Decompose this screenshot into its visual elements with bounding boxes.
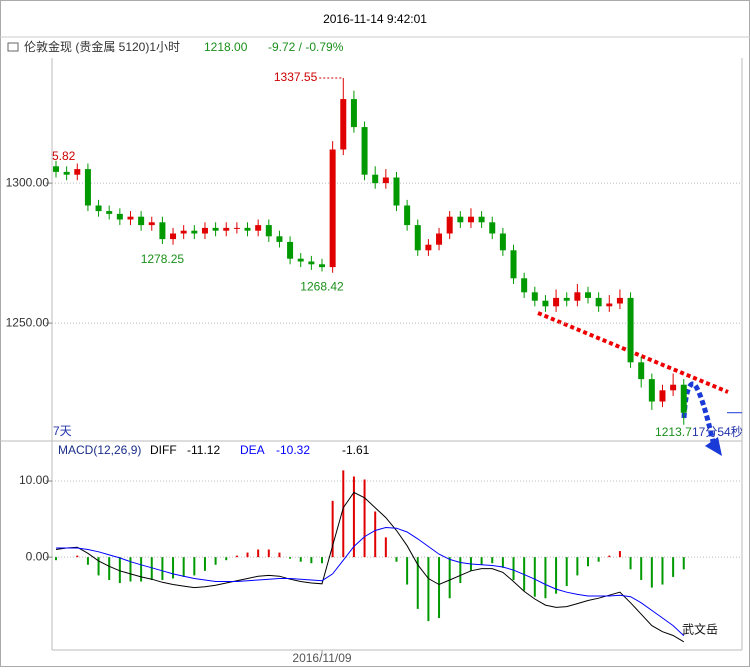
- candle-body: [638, 362, 645, 380]
- candle-body: [606, 303, 613, 307]
- macd-line: [55, 491, 685, 643]
- candle-body: [329, 149, 336, 268]
- candle-body: [95, 205, 102, 212]
- candle-body: [340, 99, 347, 150]
- candle-body: [159, 222, 166, 240]
- candle-body: [148, 222, 155, 226]
- y-tick-label: 1250.00: [6, 315, 50, 329]
- candle-body: [138, 216, 145, 226]
- trend-line: [537, 311, 729, 394]
- arrow-head: [705, 437, 722, 456]
- datetime: 2016-11-14 9:42:01: [323, 12, 427, 26]
- candle-body: [616, 297, 623, 304]
- diff-value: -11.12: [187, 443, 220, 457]
- y-tick-label: 10.00: [19, 473, 49, 487]
- candle-body: [361, 127, 368, 175]
- candle-body: [63, 171, 70, 175]
- last-price: 1218.00: [204, 40, 248, 54]
- candle-body: [680, 384, 687, 413]
- candle-body: [276, 236, 283, 242]
- candle-body: [393, 177, 400, 206]
- candle-body: [478, 216, 485, 223]
- candle-body: [659, 390, 666, 402]
- candle-body: [648, 379, 655, 402]
- price-annotation: 5.82: [52, 149, 76, 163]
- candle-body: [467, 216, 474, 223]
- icon: [7, 42, 19, 52]
- candle-body: [585, 292, 591, 298]
- candle-body: [170, 233, 177, 240]
- y-tick-label: 1300.00: [6, 175, 50, 189]
- candle-body: [414, 225, 421, 251]
- candle-body: [531, 292, 538, 301]
- candle-body: [521, 278, 528, 293]
- candle-body: [180, 230, 187, 234]
- candle-body: [116, 213, 123, 220]
- candle-body: [436, 233, 443, 245]
- candle-body: [627, 297, 634, 363]
- y-tick-label: 0.00: [26, 549, 50, 563]
- candle-body: [372, 174, 379, 184]
- candle-body: [201, 227, 208, 234]
- change: -9.72 / -0.79%: [268, 40, 344, 54]
- candle-body: [297, 258, 304, 262]
- price-annotation: 1268.42: [300, 280, 344, 294]
- candle-body: [255, 225, 262, 231]
- candle-body: [563, 297, 570, 301]
- candle-body: [670, 384, 677, 391]
- candle-body: [127, 216, 134, 220]
- candle-body: [244, 227, 251, 231]
- candle-body: [223, 227, 230, 231]
- dea-value: -10.32: [276, 443, 310, 457]
- price-annotation: 1278.25: [141, 252, 185, 266]
- candle-body: [382, 177, 389, 184]
- countdown: 17分54秒: [692, 425, 743, 439]
- candle-body: [457, 216, 464, 223]
- macd-label: MACD(12,26,9): [58, 443, 141, 457]
- candle-body: [233, 227, 240, 229]
- x-tick-label: 2016/11/09: [292, 651, 351, 665]
- legend-diff: DIFF: [150, 443, 177, 457]
- macd-line: [56, 526, 685, 637]
- candle-body: [499, 233, 506, 251]
- watermark: 武文岳: [682, 622, 718, 637]
- candle-body: [319, 264, 325, 268]
- candle-body: [446, 216, 453, 234]
- candle-body: [212, 227, 219, 231]
- macd-value: -1.61: [342, 443, 370, 457]
- candle-body: [308, 261, 315, 265]
- candle-body: [265, 225, 272, 237]
- candle-body: [287, 241, 294, 259]
- candle-body: [53, 166, 59, 172]
- candle-body: [595, 297, 602, 307]
- candle-body: [574, 292, 581, 301]
- instrument: 伦敦金现 (贵金属 5120)1小时: [24, 39, 180, 54]
- candle-body: [489, 222, 496, 234]
- candle-body: [404, 205, 411, 226]
- candle-body: [74, 169, 81, 175]
- price-annotation: 1337.55: [274, 70, 318, 84]
- legend-dea: DEA: [240, 443, 265, 457]
- candle-body: [425, 244, 432, 251]
- candle-body: [350, 99, 357, 128]
- candle-body: [553, 297, 560, 307]
- price-annotation: 1213.7: [655, 425, 692, 439]
- period-label: 7天: [53, 424, 72, 438]
- candle-body: [84, 169, 91, 206]
- candle-body: [106, 211, 113, 214]
- candle-body: [510, 250, 517, 279]
- candle-body: [542, 300, 549, 307]
- candle-body: [191, 230, 198, 234]
